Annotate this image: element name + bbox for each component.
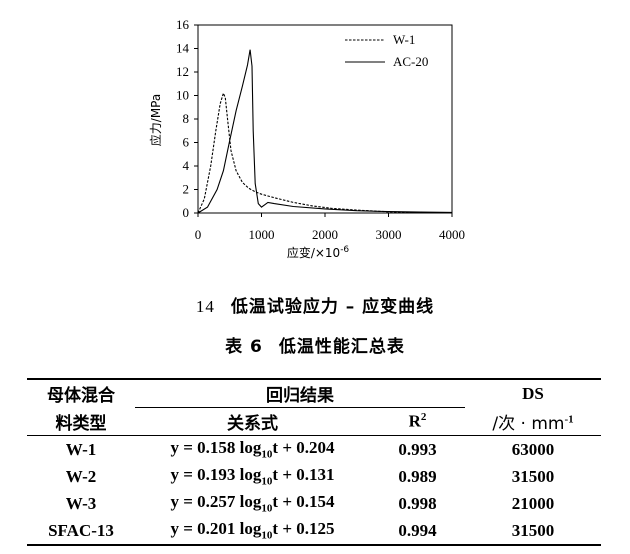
header-relation: 关系式 (135, 407, 370, 436)
y-tick-label: 6 (183, 135, 190, 150)
cell-mixture-type: W-3 (65, 493, 97, 513)
x-tick-label: 4000 (439, 227, 465, 242)
x-tick-label: 2000 (312, 227, 338, 242)
cell-ds: 31500 (511, 466, 555, 486)
table-caption: 表 6 低温性能汇总表 (0, 332, 630, 357)
legend-label-ac-20: AC-20 (393, 54, 428, 69)
cell-r-squared: 0.989 (398, 466, 437, 486)
cell-r-squared: 0.998 (398, 493, 437, 513)
cell-ds: 21000 (511, 493, 555, 513)
y-tick-label: 0 (183, 205, 190, 220)
y-tick-label: 14 (176, 41, 190, 56)
cell-ds: 63000 (511, 439, 555, 459)
table-row: W-2 y = 0.193 log10t + 0.131 0.989 31500 (27, 463, 601, 490)
y-axis-label: 应力/MPa (148, 94, 163, 146)
series-line-w-1 (197, 91, 421, 214)
low-temperature-summary-table: 母体混合 回归结果 DS 料类型 关系式 R2 /次 · mm-1 W-1 y =… (27, 378, 601, 546)
cell-r-squared: 0.993 (398, 439, 437, 459)
cell-regression-equation: y = 0.257 log10t + 0.154 (170, 492, 335, 515)
x-tick-label: 0 (195, 227, 202, 242)
series-line-ac-20 (197, 49, 453, 214)
y-tick-label: 8 (183, 111, 190, 126)
header-ds-unit: /次 · mm-1 (465, 407, 601, 436)
table-row: SFAC-13 y = 0.201 log10t + 0.125 0.994 3150… (27, 517, 601, 546)
header-mixture-type-line2: 料类型 (27, 407, 135, 436)
series-layer (197, 49, 453, 214)
table-row: W-1 y = 0.158 log10t + 0.204 0.993 63000 (27, 436, 601, 464)
cell-regression-equation: y = 0.201 log10t + 0.125 (135, 517, 370, 546)
cell-regression-equation: y = 0.158 log10t + 0.204 (170, 438, 335, 461)
x-tick-label: 3000 (376, 227, 402, 242)
header-ds: DS (465, 378, 601, 408)
legend-label-w-1: W-1 (393, 32, 415, 47)
cell-mixture-type: W-2 (65, 466, 97, 486)
y-tick-label: 12 (176, 64, 189, 79)
table-row: W-3 y = 0.257 log10t + 0.154 0.998 21000 (27, 490, 601, 517)
cell-regression-equation: y = 0.193 log10t + 0.131 (170, 465, 335, 488)
chart-axes: 0 2 4 6 8 10 12 14 16 0 1000 2000 3000 4000 (176, 17, 465, 242)
table-header-row-2: 料类型 关系式 R2 /次 · mm-1 (27, 407, 601, 436)
table-caption-text: 低温性能汇总表 (278, 337, 405, 357)
chart-legend: W-1 AC-20 (345, 32, 428, 69)
table-header-row-1: 母体混合 回归结果 DS (27, 378, 601, 408)
header-regression-group: 回归结果 (135, 378, 465, 408)
figure-number: 14 (195, 297, 215, 316)
cell-ds: 31500 (465, 517, 601, 546)
y-tick-label: 4 (183, 158, 190, 173)
y-tick-label: 10 (176, 88, 189, 103)
header-r-squared: R2 (370, 407, 465, 436)
table-label: 表 6 (225, 337, 263, 357)
cell-r-squared: 0.994 (370, 517, 465, 546)
figure-caption-text: 低温试验应力 – 应变曲线 (230, 297, 435, 317)
cell-mixture-type: W-1 (65, 439, 97, 459)
cell-mixture-type: SFAC-13 (27, 517, 135, 546)
header-mixture-type-line1: 母体混合 (27, 378, 135, 408)
y-tick-label: 2 (183, 182, 190, 197)
x-tick-label: 1000 (249, 227, 275, 242)
figure-caption: 14 低温试验应力 – 应变曲线 (0, 292, 630, 317)
y-tick-label: 16 (176, 17, 190, 32)
x-axis-label: 应变/×10-6 (287, 245, 350, 260)
